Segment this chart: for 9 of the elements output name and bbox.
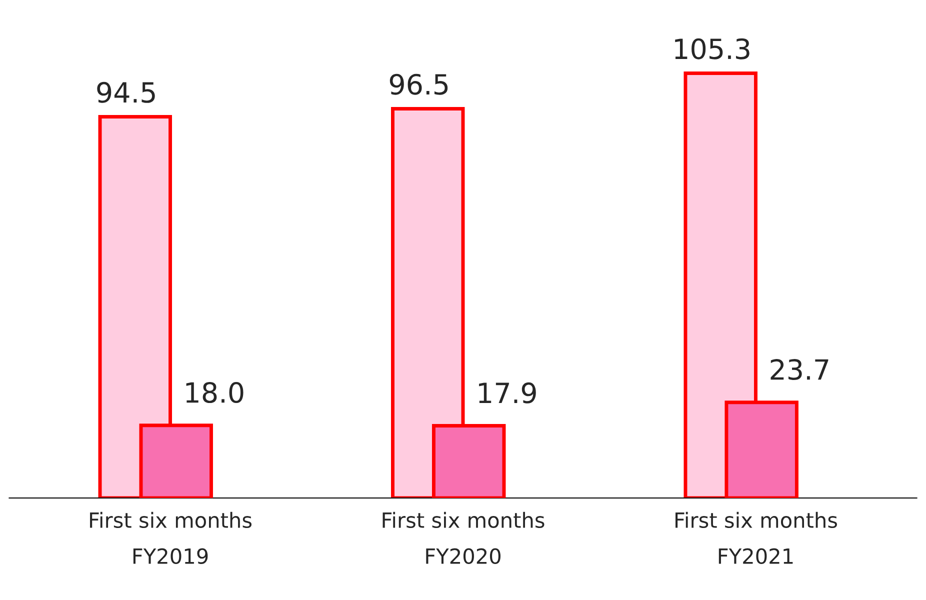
x-tick-label: First six months FY2019 — [90, 512, 252, 564]
data-label: 18.0 — [186, 382, 244, 404]
data-label: 96.5 — [390, 74, 448, 95]
data-label: 17.9 — [479, 382, 536, 404]
data-label: 105.3 — [675, 38, 750, 60]
x-tick-label: First six months FY2020 — [382, 512, 544, 564]
x-tick-label: First six months FY2021 — [676, 512, 837, 564]
data-label: 23.7 — [770, 359, 828, 380]
data-label: 94.5 — [97, 82, 155, 103]
